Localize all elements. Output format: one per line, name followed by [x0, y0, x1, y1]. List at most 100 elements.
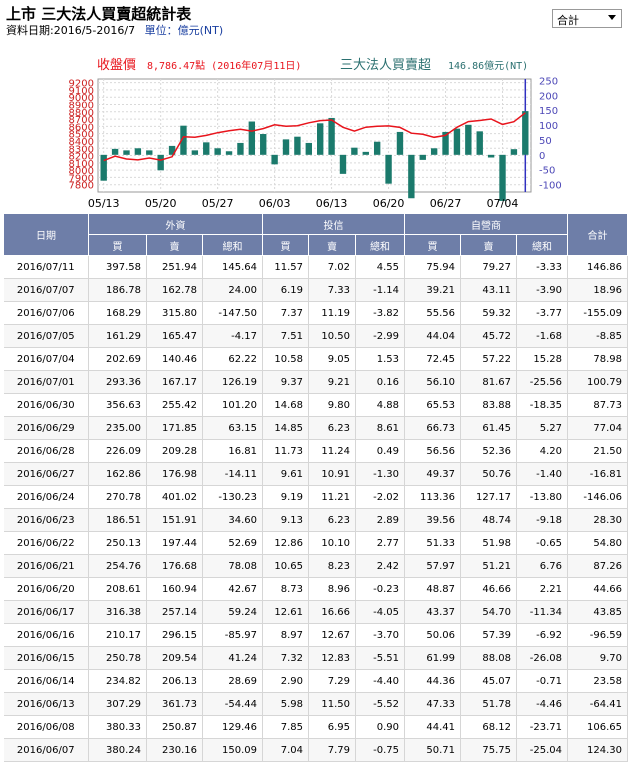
row-cell: 10.58: [262, 347, 309, 371]
row-cell: 126.19: [202, 370, 263, 394]
row-cell: 4.20: [516, 439, 569, 463]
col-foreign-net: 總和: [202, 234, 263, 256]
table-row: 2016/06/24 270.78 401.02 -130.23 9.19 11.21 -2…: [3, 485, 629, 509]
row-cell: 206.13: [146, 669, 203, 693]
row-cell: 10.50: [308, 324, 356, 348]
chart-bar: [453, 128, 461, 155]
right-tick-label: 100: [539, 121, 558, 132]
row-cell: 176.68: [146, 554, 203, 578]
row-cell: -1.30: [355, 462, 405, 486]
row-cell: 4.55: [355, 255, 405, 279]
table-row: 2016/06/29 235.00 171.85 63.15 14.85 6.23 8.61…: [3, 416, 629, 440]
table-row: 2016/07/07 186.78 162.78 24.00 6.19 7.33 -1.14…: [3, 278, 629, 302]
x-tick-label: 05/27: [202, 197, 234, 210]
row-cell: 45.72: [460, 324, 517, 348]
summary-type-select[interactable]: 合計: [552, 9, 622, 28]
table-row: 2016/07/01 293.36 167.17 126.19 9.37 9.21 0.16…: [3, 370, 629, 394]
chart-bar: [362, 151, 369, 155]
row-date: 2016/06/08: [3, 715, 89, 739]
row-cell: 87.73: [567, 393, 629, 417]
row-cell: 2.21: [516, 577, 569, 601]
left-tick-label: 9200: [69, 79, 94, 90]
row-cell: 113.36: [404, 485, 461, 509]
row-cell: 46.66: [460, 577, 517, 601]
row-cell: -1.68: [516, 324, 569, 348]
row-cell: 9.21: [308, 370, 356, 394]
row-cell: 171.85: [146, 416, 203, 440]
row-cell: -18.35: [516, 393, 569, 417]
row-cell: 101.20: [202, 393, 263, 417]
row-cell: 401.02: [146, 485, 203, 509]
right-tick-label: 150: [539, 106, 558, 117]
chart-bar: [373, 141, 381, 155]
left-tick-label: 7900: [69, 173, 94, 184]
row-cell: 57.97: [404, 554, 461, 578]
col-date: 日期: [3, 213, 89, 256]
row-date: 2016/06/21: [3, 554, 89, 578]
row-cell: 129.46: [202, 715, 263, 739]
page-title: 上市 三大法人買賣超統計表: [6, 5, 192, 23]
chart-bar: [351, 147, 358, 155]
left-tick-label: 8800: [69, 108, 94, 119]
row-cell: 10.91: [308, 462, 356, 486]
price-vs-institutional-chart: 收盤價 8,786.47點 (2016年07月11日) 三大法人買賣超 146.…: [69, 58, 562, 210]
row-cell: 230.16: [146, 738, 203, 762]
row-cell: 160.94: [146, 577, 203, 601]
row-cell: 44.04: [404, 324, 461, 348]
row-date: 2016/06/29: [3, 416, 89, 440]
row-cell: 2.42: [355, 554, 405, 578]
row-cell: 48.74: [460, 508, 517, 532]
row-cell: 8.61: [355, 416, 405, 440]
row-cell: 10.10: [308, 531, 356, 555]
row-cell: 7.29: [308, 669, 356, 693]
row-date: 2016/06/13: [3, 692, 89, 716]
row-cell: 87.26: [567, 554, 629, 578]
x-tick-label: 06/27: [430, 197, 462, 210]
row-cell: 124.30: [567, 738, 629, 762]
row-cell: 59.32: [460, 301, 517, 325]
row-cell: 62.22: [202, 347, 263, 371]
row-cell: -4.17: [202, 324, 263, 348]
row-cell: 7.04: [262, 738, 309, 762]
row-date: 2016/06/27: [3, 462, 89, 486]
row-cell: 9.13: [262, 508, 309, 532]
row-cell: 9.61: [262, 462, 309, 486]
row-date: 2016/07/11: [3, 255, 89, 279]
row-cell: 11.57: [262, 255, 309, 279]
chart-bar: [305, 142, 312, 155]
close-price-line: [103, 112, 526, 162]
chart-bar: [282, 139, 290, 155]
row-cell: 16.81: [202, 439, 263, 463]
row-cell: -11.34: [516, 600, 569, 624]
col-foreign-sell: 賣: [146, 234, 203, 256]
row-cell: -130.23: [202, 485, 263, 509]
row-cell: 6.76: [516, 554, 569, 578]
row-cell: 7.51: [262, 324, 309, 348]
left-tick-label: 8700: [69, 115, 94, 126]
row-cell: -2.02: [355, 485, 405, 509]
table-row: 2016/06/13 307.29 361.73 -54.44 5.98 11.50 -5.…: [3, 692, 629, 716]
row-cell: 54.80: [567, 531, 629, 555]
row-cell: 186.78: [88, 278, 147, 302]
bar-series: [100, 111, 529, 201]
col-total: 合計: [567, 213, 629, 256]
row-cell: 7.02: [308, 255, 356, 279]
row-cell: 9.37: [262, 370, 309, 394]
x-tick-label: 06/03: [259, 197, 291, 210]
row-cell: 254.76: [88, 554, 147, 578]
row-cell: 66.73: [404, 416, 461, 440]
row-cell: -54.44: [202, 692, 263, 716]
row-cell: -4.05: [355, 600, 405, 624]
chart-bar: [396, 131, 404, 155]
row-cell: 208.61: [88, 577, 147, 601]
row-cell: -147.50: [202, 301, 263, 325]
row-date: 2016/06/30: [3, 393, 89, 417]
row-cell: -0.75: [355, 738, 405, 762]
row-cell: 11.19: [308, 301, 356, 325]
x-tick-label: 05/13: [88, 197, 120, 210]
row-cell: 8.23: [308, 554, 356, 578]
row-cell: 270.78: [88, 485, 147, 509]
table-row: 2016/06/08 380.33 250.87 129.46 7.85 6.95 0.90…: [3, 715, 629, 739]
col-dealer-sell: 賣: [460, 234, 517, 256]
table-row: 2016/06/17 316.38 257.14 59.24 12.61 16.66 -4.…: [3, 600, 629, 624]
